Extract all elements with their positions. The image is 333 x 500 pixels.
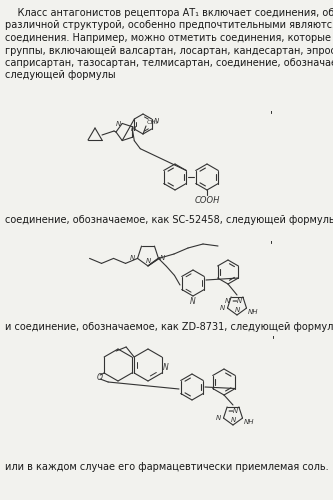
Text: N: N bbox=[190, 297, 196, 306]
Text: O: O bbox=[97, 372, 103, 382]
Text: =N: =N bbox=[227, 408, 238, 414]
Text: N: N bbox=[130, 256, 136, 262]
Text: и соединение, обозначаемое, как ZD-8731, следующей формулы: и соединение, обозначаемое, как ZD-8731,… bbox=[5, 322, 333, 332]
Text: Класс антагонистов рецептора АТ₁ включает соединения, обладающие: Класс антагонистов рецептора АТ₁ включае… bbox=[5, 8, 333, 18]
Text: N: N bbox=[234, 307, 240, 313]
Text: соединения. Например, можно отметить соединения, которые выбраны из: соединения. Например, можно отметить сое… bbox=[5, 33, 333, 43]
Text: N: N bbox=[131, 126, 136, 132]
Text: =N: =N bbox=[231, 298, 242, 304]
Text: N: N bbox=[116, 122, 121, 128]
Text: ': ' bbox=[272, 335, 275, 345]
Text: ': ' bbox=[270, 240, 273, 250]
Text: N: N bbox=[230, 417, 236, 423]
Text: N: N bbox=[160, 256, 165, 262]
Text: N: N bbox=[216, 415, 221, 421]
Text: соединение, обозначаемое, как SC-52458, следующей формулы: соединение, обозначаемое, как SC-52458, … bbox=[5, 215, 333, 225]
Text: N: N bbox=[163, 363, 168, 372]
Text: CH₃: CH₃ bbox=[147, 120, 159, 125]
Text: NH: NH bbox=[247, 309, 258, 315]
Text: COOH: COOH bbox=[194, 196, 220, 205]
Text: N: N bbox=[220, 305, 225, 311]
Text: группы, включающей валсартан, лосартан, кандесартан, эпросартан, ирбесартан,: группы, включающей валсартан, лосартан, … bbox=[5, 46, 333, 56]
Text: следующей формулы: следующей формулы bbox=[5, 70, 116, 81]
Text: N: N bbox=[154, 118, 159, 124]
Text: ': ' bbox=[270, 110, 273, 120]
Text: саприсартан, тазосартан, телмисартан, соединение, обозначаемое, как Е-1477,: саприсартан, тазосартан, телмисартан, со… bbox=[5, 58, 333, 68]
Text: N: N bbox=[225, 298, 230, 304]
Text: различной структурой, особенно предпочтительными являются непептидные: различной структурой, особенно предпочти… bbox=[5, 20, 333, 30]
Text: или в каждом случае его фармацевтически приемлемая соль.: или в каждом случае его фармацевтически … bbox=[5, 462, 329, 472]
Text: N: N bbox=[146, 258, 151, 264]
Text: NH: NH bbox=[243, 419, 254, 425]
